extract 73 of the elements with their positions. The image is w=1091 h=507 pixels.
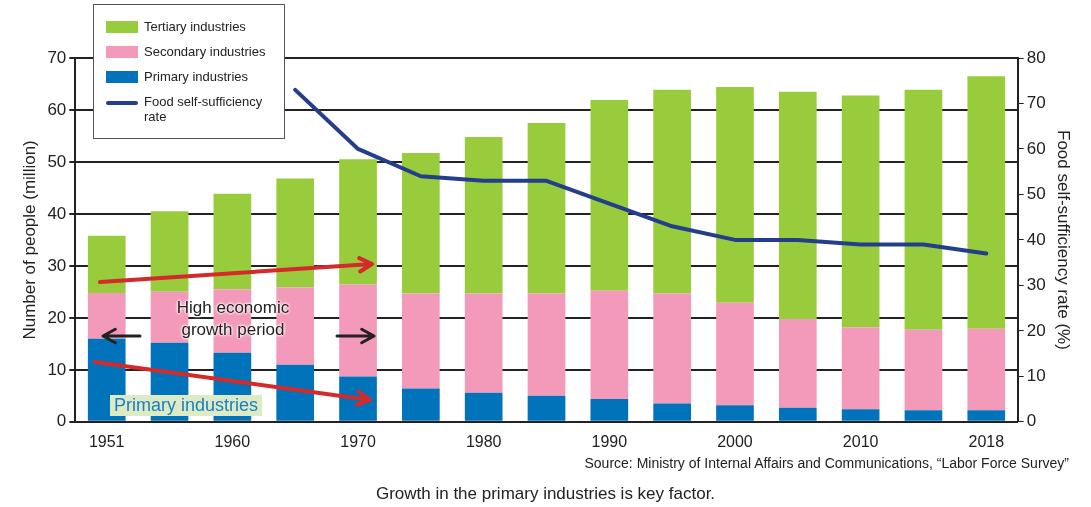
legend-label: Secondary industries: [144, 44, 266, 59]
bar: [527, 293, 566, 396]
x-tick-label: 1990: [591, 432, 628, 450]
bar: [339, 284, 377, 377]
bar: [276, 364, 315, 421]
y2-tick-label: 70: [1026, 93, 1046, 113]
x-tick-label: 2010: [842, 432, 879, 450]
bar: [87, 292, 126, 339]
bar: [841, 95, 880, 328]
x-tick-label: 1970: [340, 432, 376, 450]
y2-tick-label: 0: [1026, 411, 1037, 431]
bar: [339, 159, 377, 285]
y-tick-label: 50: [47, 151, 67, 171]
bar: [967, 76, 1006, 329]
y2-tick-label: 60: [1026, 138, 1046, 158]
y2-tick-label: 40: [1026, 229, 1046, 249]
annotation: High economic growth period: [175, 297, 291, 341]
bar: [402, 293, 440, 389]
x-tick-label: 2000: [717, 432, 753, 450]
legend-label: Primary industries: [144, 69, 249, 84]
bar: [402, 153, 440, 294]
bar: [653, 293, 691, 404]
y2-tick-label: 10: [1026, 366, 1046, 386]
legend-label: Food self-sufficiency rate: [144, 94, 264, 124]
annotation: Primary industries: [110, 395, 263, 416]
x-tick-label: 2018: [968, 432, 1005, 450]
bar: [464, 392, 503, 421]
bar: [590, 290, 629, 399]
x-tick-label: 1951: [88, 432, 125, 450]
y-tick-label: 20: [47, 307, 67, 327]
bar: [841, 409, 880, 421]
bar: [276, 178, 315, 288]
bar: [904, 89, 943, 330]
legend-label: Tertiary industries: [144, 19, 246, 34]
y2-axis-title: Food self-sufficiency rate (%): [1054, 129, 1074, 350]
x-tick-label: 1960: [214, 432, 251, 450]
bar: [778, 91, 817, 319]
bar: [778, 318, 817, 408]
y-tick-label: 10: [47, 359, 67, 379]
x-tick-label: 1980: [465, 432, 502, 450]
bar: [653, 89, 691, 294]
bar: [653, 403, 691, 421]
bar: [527, 395, 566, 421]
bar: [716, 87, 754, 303]
y2-tick-label: 50: [1026, 184, 1046, 204]
y2-tick-label: 30: [1026, 275, 1046, 295]
y-tick-label: 70: [47, 47, 67, 67]
bar: [590, 398, 629, 421]
y-tick-label: 60: [47, 99, 67, 119]
y-tick-label: 0: [56, 411, 67, 431]
text: Growth in the primary industries is key factor.: [374, 484, 717, 504]
bar: [841, 327, 880, 410]
y-axis-title: Number of people (million): [19, 140, 39, 340]
bar: [716, 302, 754, 406]
bar: [464, 137, 503, 294]
y2-tick-label: 80: [1026, 47, 1046, 67]
bar: [402, 388, 440, 421]
y2-tick-label: 20: [1026, 320, 1046, 340]
bar: [527, 122, 566, 294]
bar: [716, 405, 754, 421]
y-tick-label: 40: [47, 203, 67, 223]
bar: [904, 329, 943, 411]
bar: [967, 410, 1006, 421]
bar: [967, 328, 1006, 411]
bar: [904, 410, 943, 421]
bar: [150, 211, 189, 292]
bar: [87, 235, 126, 293]
bar: [778, 407, 817, 421]
y-tick-label: 30: [47, 255, 67, 275]
bar: [590, 100, 629, 291]
source-note: Source: Ministry of Internal Affairs and Communications, “Labor Force Survey”: [584, 455, 1069, 471]
bar: [464, 293, 503, 393]
bar: [213, 193, 252, 290]
